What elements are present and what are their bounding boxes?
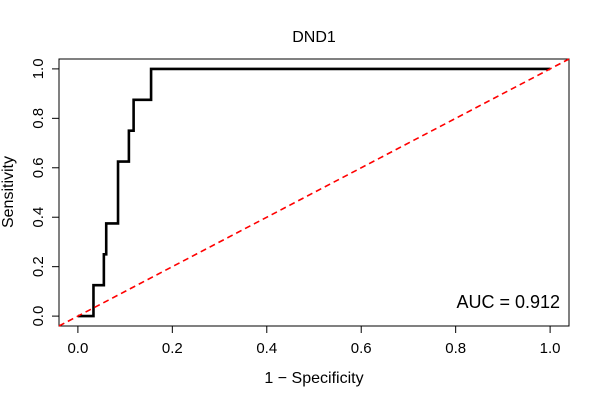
reference-diagonal-line	[58, 58, 570, 327]
x-tick-label: 0.4	[256, 340, 277, 357]
roc-curve-line	[77, 67, 551, 318]
auc-annotation: AUC = 0.912	[456, 292, 560, 312]
x-tick-label: 0.2	[162, 340, 183, 357]
y-tick-label: 0.8	[30, 108, 47, 129]
y-axis-label: Sensitivity	[0, 156, 17, 228]
y-tick-label: 0.2	[30, 256, 47, 277]
series-layer	[58, 58, 570, 327]
y-tick-label: 1.0	[30, 58, 47, 79]
y-tick-label: 0.0	[30, 306, 47, 327]
x-axis-label: 1 − Specificity	[264, 370, 363, 387]
chart-title: DND1	[292, 29, 336, 46]
y-axis: 0.0 0.2 0.4 0.6 0.8 1.0	[30, 58, 60, 327]
x-tick-label: 0.0	[67, 340, 88, 357]
x-axis: 0.0 0.2 0.4 0.6 0.8 1.0	[67, 325, 561, 357]
y-tick-label: 0.4	[30, 207, 47, 228]
x-tick-label: 0.8	[445, 340, 466, 357]
x-tick-label: 1.0	[540, 340, 561, 357]
y-tick-label: 0.6	[30, 157, 47, 178]
x-tick-label: 0.6	[351, 340, 372, 357]
